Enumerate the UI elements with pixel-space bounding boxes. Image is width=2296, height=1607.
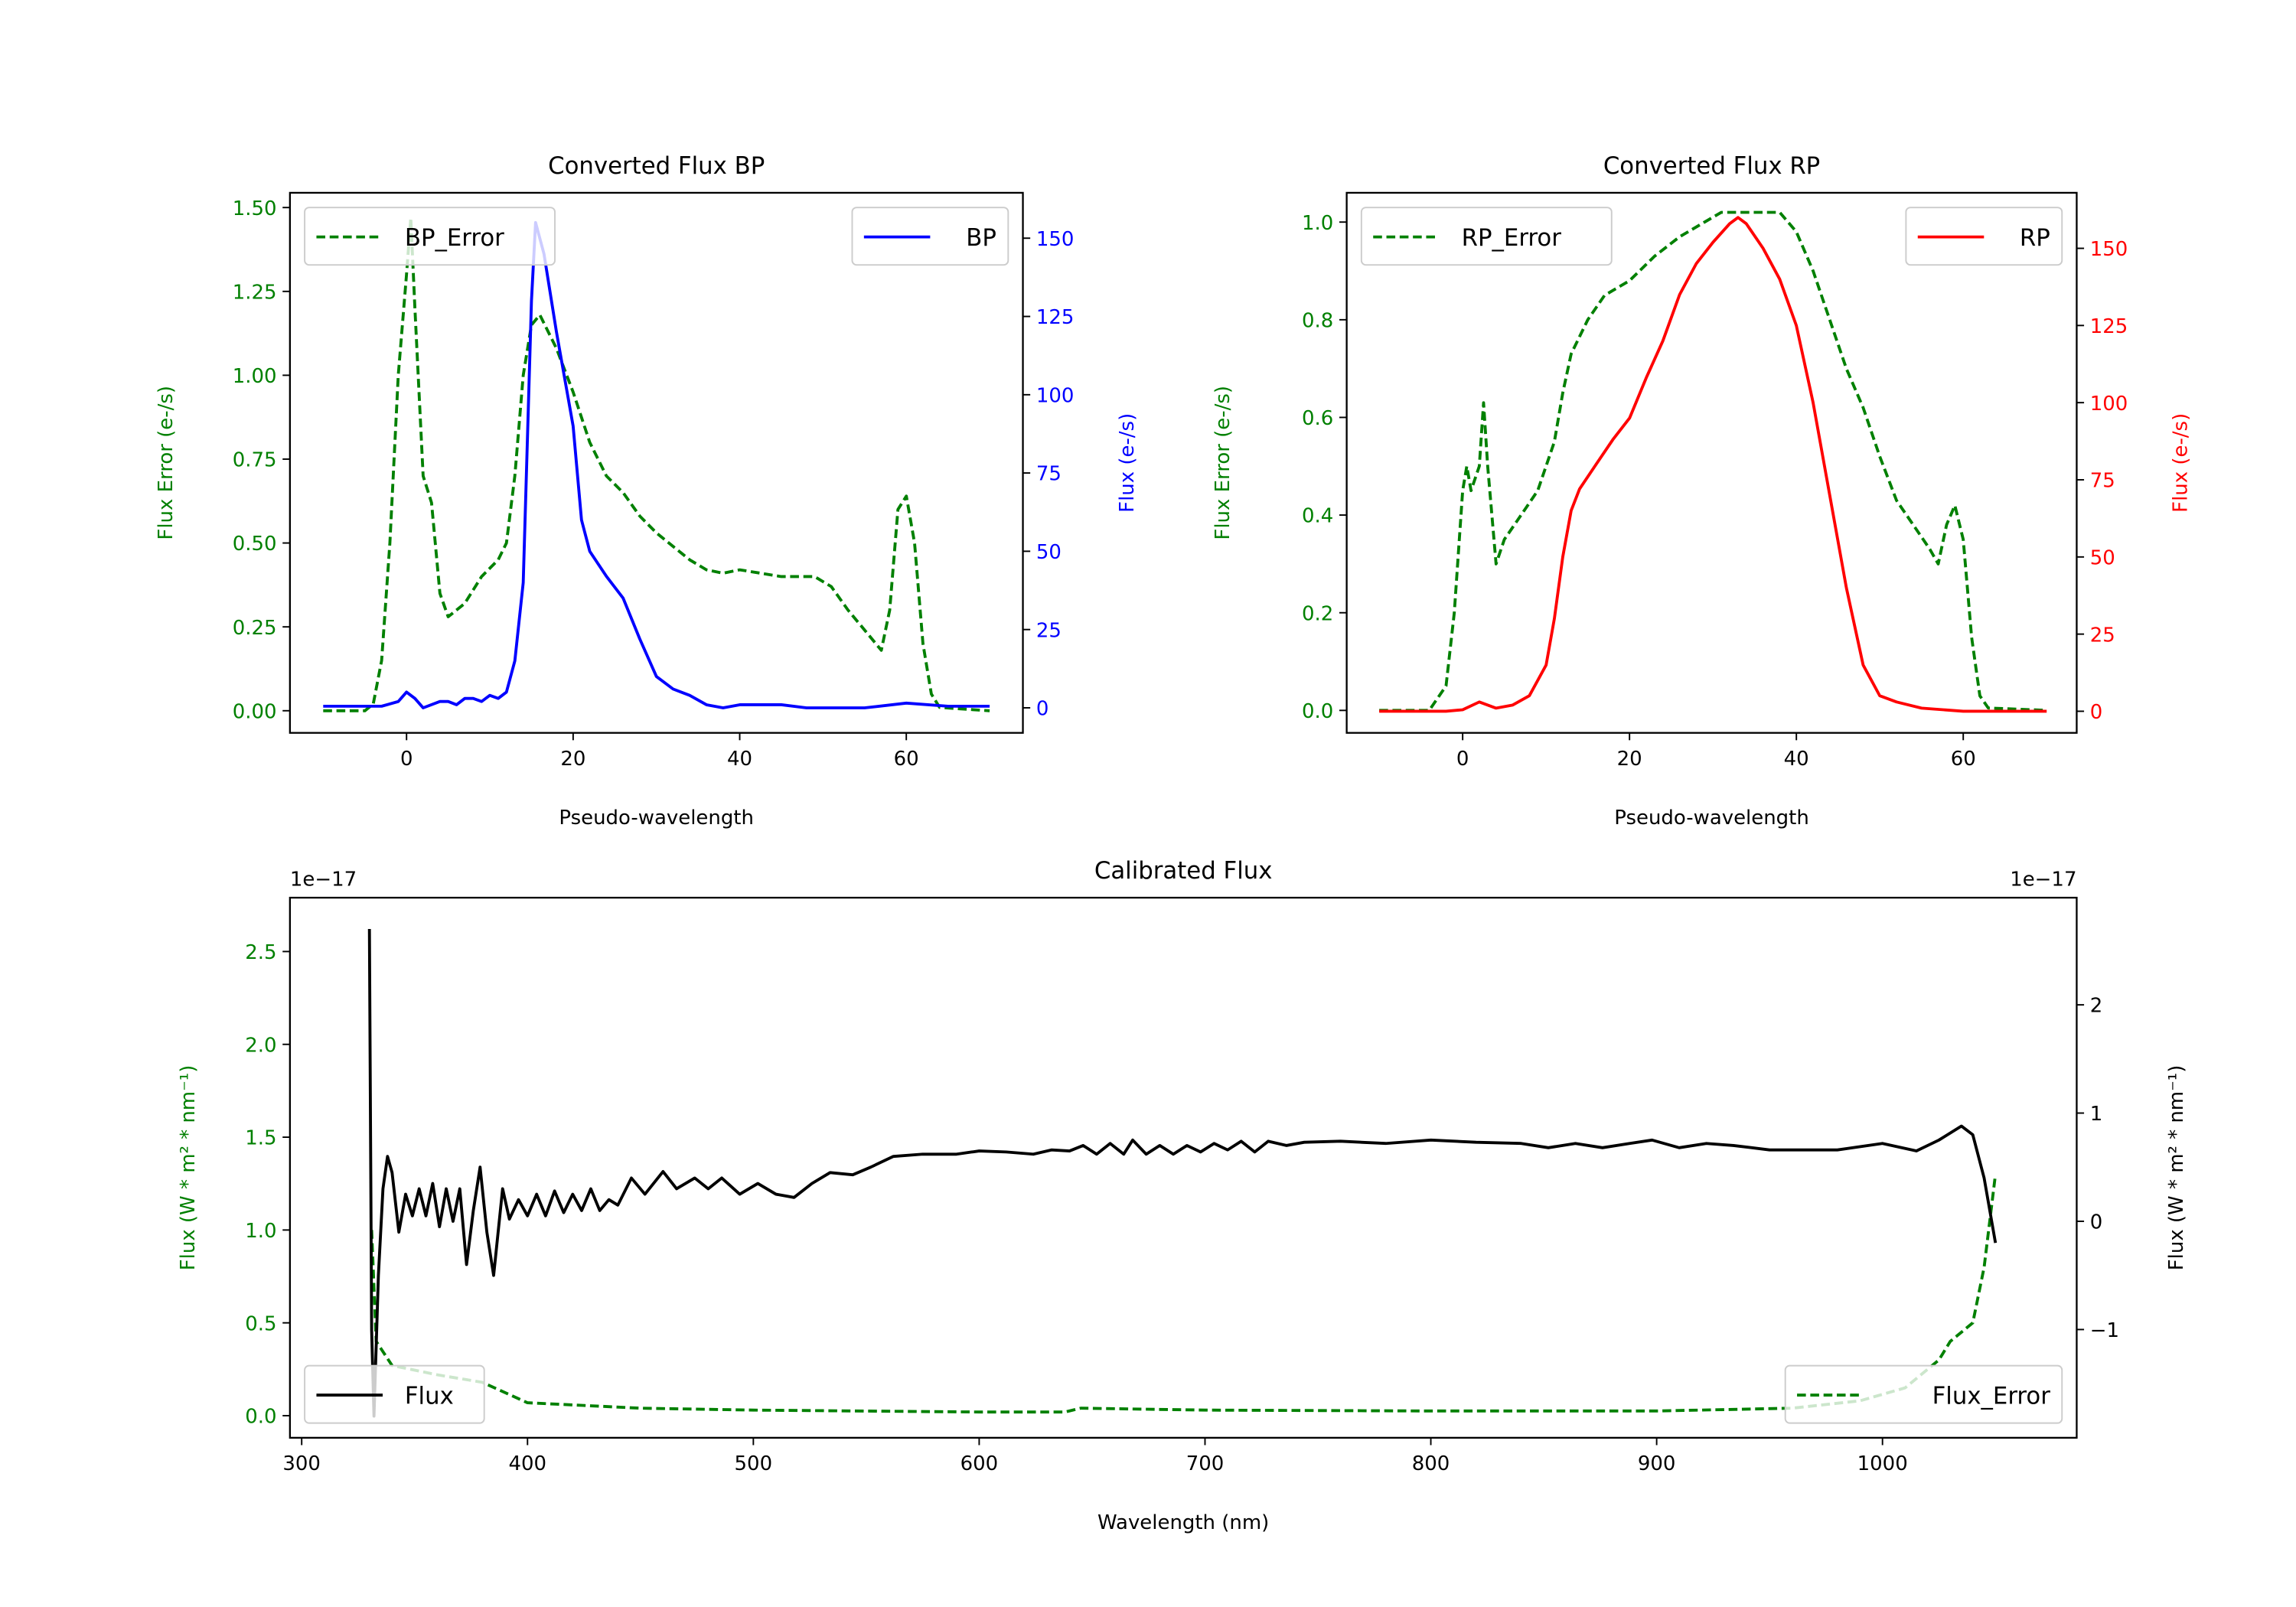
y-right-tick-label: 75 [1036,463,1062,486]
rp-panel: 0 20 40 60 0.0 0.2 0.4 0.6 0.8 1.0 0 25 50 75 100 125 15… [1212,152,2193,830]
x-tick-label: 20 [1617,748,1642,771]
y-right-tick-label: 2 [2090,995,2103,1018]
legend-right: RP [1905,207,2063,266]
series-line-rp [1379,216,2047,713]
y-left-tick-label: 0.8 [1302,309,1333,332]
x-tick-label: 700 [1186,1452,1225,1475]
legend-label: RP_Error [1462,224,1562,252]
y-left-tick-label: 2.5 [245,941,276,964]
x-tick-label: 300 [282,1452,321,1475]
legend-box [1360,207,1613,266]
y-right-tick-label: 75 [2090,470,2115,493]
x-tick-label: 0 [400,748,413,771]
series-line-flux-error [370,1174,1998,1414]
legend-box [304,1364,485,1424]
y-right-tick-label: 50 [2090,546,2115,569]
x-tick-label: 900 [1638,1452,1676,1475]
y-left-tick-label: 0.5 [245,1312,276,1335]
y-left-tick-label: 0.0 [245,1406,276,1429]
legend-label: BP_Error [405,224,504,252]
bp-panel: 0 20 40 60 0.00 0.25 0.50 0.75 1.00 1.25 1.50 0 25 50… [155,152,1139,830]
y-right-offset-label: 1e−17 [2010,869,2076,892]
axes-frame [1345,191,2078,734]
y-right-tick-label: 100 [1036,384,1075,407]
y-right-tick-label: 1 [2090,1103,2103,1126]
x-tick-label: 600 [960,1452,999,1475]
y-right-axis-label: Flux (e-/s) [2170,413,2193,513]
y-left-tick-label: 1.00 [233,365,277,388]
y-left-offset-label: 1e−17 [290,869,357,892]
y-right-axis-label: Flux (e-/s) [1116,413,1139,513]
x-tick-label: 40 [1784,748,1809,771]
y-right-tick-label: 25 [1036,619,1062,642]
y-left-tick-label: 0.50 [233,533,277,556]
y-left-tick-label: 0.00 [233,700,277,723]
y-left-axis-label: Flux Error (e-/s) [1212,386,1234,540]
y-right-tick-label: 150 [2090,238,2128,261]
y-right-tick-label: 25 [2090,624,2115,647]
series-line-flux [367,929,1998,1418]
y-left-axis-label: Flux Error (e-/s) [155,386,178,540]
calibrated-panel: 300 400 500 600 700 800 900 1000 0.0 0.5 1.0 1.5 2.0… [177,857,2188,1534]
y-left-tick-label: 2.0 [245,1034,276,1057]
y-right-tick-label: 125 [1036,306,1075,329]
x-tick-label: 20 [560,748,585,771]
axes-frame [289,896,2078,1439]
x-tick-label: 400 [508,1452,546,1475]
y-right-tick-label: 0 [2090,701,2103,724]
y-left-tick-label: 1.25 [233,281,277,304]
y-left-tick-label: 1.0 [245,1220,276,1243]
x-tick-label: 1000 [1857,1452,1908,1475]
y-left-tick-label: 0.75 [233,449,277,472]
y-right-tick-label: 50 [1036,541,1062,564]
legend-left: RP_Error [1360,207,1613,266]
legend-label: Flux_Error [1932,1383,2051,1410]
y-left-axis-label: Flux (W * m² * nm⁻¹) [177,1065,200,1271]
y-right-tick-label: 100 [2090,393,2128,416]
y-left-tick-label: 0.25 [233,617,277,640]
x-tick-label: 60 [894,748,919,771]
y-left-tick-label: 1.50 [233,197,277,220]
legend-left: Flux [304,1364,485,1424]
y-right-tick-label: 125 [2090,315,2128,338]
chart-title: Calibrated Flux [1094,857,1273,885]
legend-label: RP [2020,224,2050,252]
legend-box [1784,1364,2063,1424]
series-line-bp [323,220,990,709]
axes-frame [289,191,1024,734]
legend-right: BP [851,207,1009,266]
y-right-tick-label: 150 [1036,228,1075,251]
legend-right: Flux_Error [1784,1364,2063,1424]
x-tick-label: 500 [735,1452,773,1475]
y-right-axis-label: Flux (W * m² * nm⁻¹) [2165,1065,2188,1271]
x-axis-label: Pseudo-wavelength [1614,807,1809,830]
legend-label: Flux [405,1383,454,1410]
y-left-tick-label: 0.6 [1302,407,1333,430]
x-tick-label: 40 [727,748,752,771]
chart-title: Converted Flux BP [548,152,765,180]
x-tick-label: 800 [1412,1452,1450,1475]
series-line-bp-error [323,216,990,712]
x-tick-label: 0 [1456,748,1469,771]
chart-title: Converted Flux RP [1603,152,1820,180]
legend-box [304,207,556,266]
y-right-tick-label: −1 [2090,1319,2119,1342]
x-tick-label: 60 [1951,748,1976,771]
y-left-tick-label: 0.4 [1302,505,1333,528]
legend-label: BP [966,224,996,252]
y-right-tick-label: 0 [2090,1211,2103,1234]
x-axis-label: Wavelength (nm) [1097,1511,1269,1534]
legend-left: BP_Error [304,207,556,266]
series-line-rp-error [1379,210,2047,712]
y-left-tick-label: 0.0 [1302,700,1333,723]
y-left-tick-label: 1.5 [245,1127,276,1150]
y-right-tick-label: 0 [1036,698,1049,721]
y-left-tick-label: 0.2 [1302,602,1333,625]
x-axis-label: Pseudo-wavelength [559,807,754,830]
y-left-tick-label: 1.0 [1302,212,1333,235]
